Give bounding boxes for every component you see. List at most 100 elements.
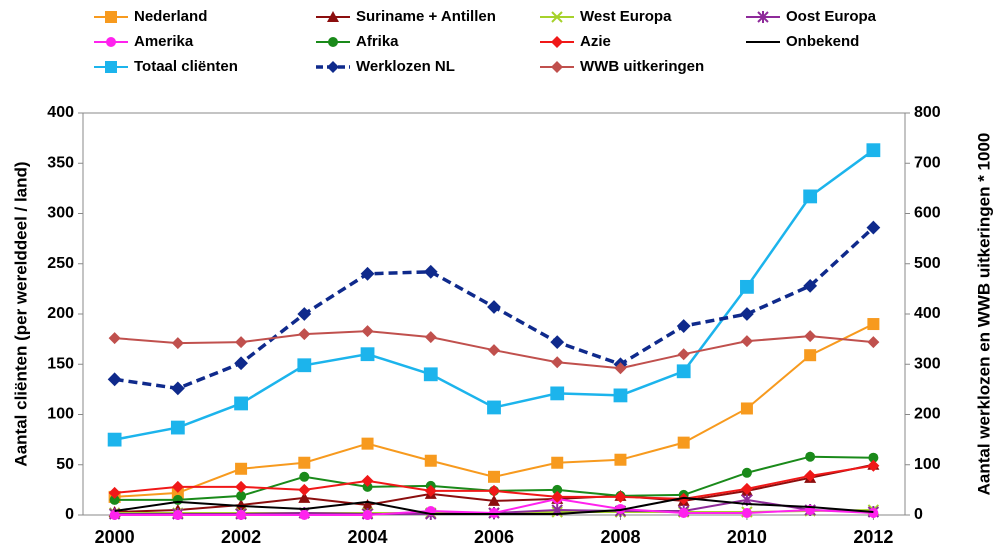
legend-marker (551, 11, 563, 23)
legend-label: Azie (580, 33, 611, 50)
data-point (676, 364, 691, 379)
x-tick-label: 2006 (474, 527, 514, 547)
y-axis-label: Aantal cliënten (per werelddeel / land) (11, 161, 30, 466)
legend-label: West Europa (580, 8, 672, 25)
data-point (424, 331, 437, 344)
data-point (866, 143, 881, 158)
data-point (676, 319, 691, 333)
data-point (170, 420, 185, 435)
series-line (114, 149, 875, 441)
x-tick-label: 2002 (221, 527, 261, 547)
data-point (235, 336, 248, 349)
data-point (614, 453, 627, 466)
data-point (299, 471, 310, 482)
data-point (235, 462, 248, 475)
y-tick-label: 150 (47, 355, 74, 372)
data-point (108, 332, 121, 345)
legend-label: Amerika (134, 33, 194, 50)
data-point (109, 494, 120, 505)
data-point (550, 386, 565, 401)
y-tick-label: 100 (47, 406, 74, 423)
y2-tick-label: 700 (914, 154, 941, 171)
x-tick-label: 2000 (95, 527, 135, 547)
legend-label: Oost Europa (786, 8, 877, 25)
y2-tick-label: 300 (914, 355, 941, 372)
data-point (805, 451, 816, 462)
data-point (614, 490, 627, 503)
data-point (297, 307, 312, 321)
data-point (868, 507, 879, 518)
data-point (487, 400, 501, 415)
data-point (677, 436, 690, 449)
y2-axis-label: Aantal werklozen en WWB uitkeringen * 10… (974, 133, 993, 496)
data-point (488, 470, 500, 483)
y2-tick-label: 600 (914, 205, 941, 222)
legend-label: Totaal cliënten (134, 58, 238, 75)
x-tick-label: 2004 (348, 527, 388, 547)
data-point (867, 459, 880, 472)
data-point (108, 486, 121, 499)
data-point (804, 330, 817, 343)
y2-tick-label: 400 (914, 305, 941, 322)
y-tick-label: 0 (65, 506, 74, 523)
data-point (551, 456, 564, 469)
data-point (107, 432, 122, 447)
data-point (867, 336, 880, 349)
data-point (171, 486, 184, 499)
data-point (171, 337, 184, 350)
data-point (551, 356, 564, 369)
y-tick-label: 200 (47, 305, 74, 322)
data-point (741, 507, 752, 518)
x-tick-label: 2008 (600, 527, 640, 547)
data-point (489, 507, 499, 518)
data-point (107, 372, 122, 387)
data-point (613, 388, 628, 403)
data-point (740, 307, 754, 321)
legend-label: Suriname + Antillen (356, 8, 496, 25)
y2-tick-label: 800 (914, 104, 941, 121)
y2-tick-label: 500 (914, 255, 941, 272)
data-point (360, 347, 375, 362)
data-point (361, 498, 374, 510)
data-point (424, 454, 437, 467)
data-point (488, 344, 500, 357)
data-point (868, 452, 879, 463)
data-point (171, 480, 184, 493)
data-point (362, 481, 373, 492)
legend-label: Afrika (356, 33, 399, 50)
data-point (614, 362, 627, 375)
data-point (740, 335, 753, 348)
data-point (678, 507, 689, 518)
y-tick-label: 300 (47, 205, 74, 222)
y-tick-label: 350 (47, 154, 74, 171)
data-point (234, 396, 248, 411)
data-point (299, 510, 310, 520)
legend-label: Nederland (134, 8, 207, 25)
data-point (803, 189, 818, 204)
data-point (677, 348, 690, 361)
data-point (297, 358, 312, 373)
legend-marker (328, 37, 338, 47)
legend-label: Onbekend (786, 33, 859, 50)
data-point (488, 484, 500, 497)
data-point (423, 264, 438, 279)
data-point (298, 456, 311, 469)
x-tick-label: 2012 (853, 527, 893, 547)
data-point (362, 510, 373, 520)
data-point (488, 494, 500, 506)
legend-marker (105, 11, 117, 23)
data-point (740, 482, 753, 495)
data-point (424, 484, 437, 497)
legend-label: Werklozen NL (356, 58, 455, 75)
legend-marker (757, 11, 769, 23)
legend-marker (327, 11, 339, 22)
y2-tick-label: 200 (914, 406, 941, 423)
data-point (361, 437, 374, 450)
data-point (298, 328, 311, 341)
data-point (109, 510, 120, 520)
data-point (552, 484, 563, 495)
data-point (804, 349, 817, 362)
data-point (741, 467, 752, 478)
y-tick-label: 50 (56, 456, 74, 473)
